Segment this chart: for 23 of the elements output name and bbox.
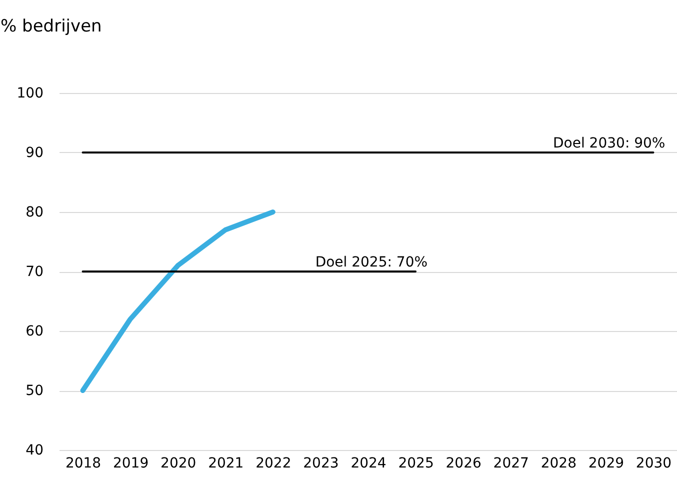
x-tick-label: 2022 bbox=[256, 456, 292, 472]
x-tick-label: 2028 bbox=[540, 456, 576, 472]
series-label: Doel 2025: 70% bbox=[315, 254, 428, 270]
x-tick-label: 2024 bbox=[350, 456, 386, 472]
x-tick-label: 2019 bbox=[112, 456, 149, 472]
y-tick-label: 90 bbox=[26, 145, 44, 161]
x-tick-label: 2029 bbox=[588, 456, 624, 472]
x-tick-label: 2026 bbox=[446, 456, 482, 472]
x-tick-label: 2020 bbox=[160, 456, 196, 472]
x-tick-label: 2030 bbox=[636, 456, 672, 472]
x-tick-label: 2027 bbox=[493, 456, 529, 472]
x-tick-label: 2018 bbox=[65, 456, 102, 472]
x-tick-label: 2025 bbox=[398, 456, 434, 472]
y-tick-label: 70 bbox=[26, 264, 44, 280]
x-tick-label: 2021 bbox=[208, 456, 244, 472]
y-tick-label: 40 bbox=[26, 442, 44, 458]
x-tick-label: 2023 bbox=[303, 456, 339, 472]
y-axis-title: % bedrijven bbox=[0, 16, 102, 36]
y-tick-label: 80 bbox=[26, 204, 44, 220]
y-tick-label: 60 bbox=[26, 324, 44, 340]
series-label: Doel 2030: 90% bbox=[553, 136, 666, 152]
y-tick-label: 100 bbox=[16, 86, 44, 102]
y-tick-label: 50 bbox=[26, 383, 44, 399]
